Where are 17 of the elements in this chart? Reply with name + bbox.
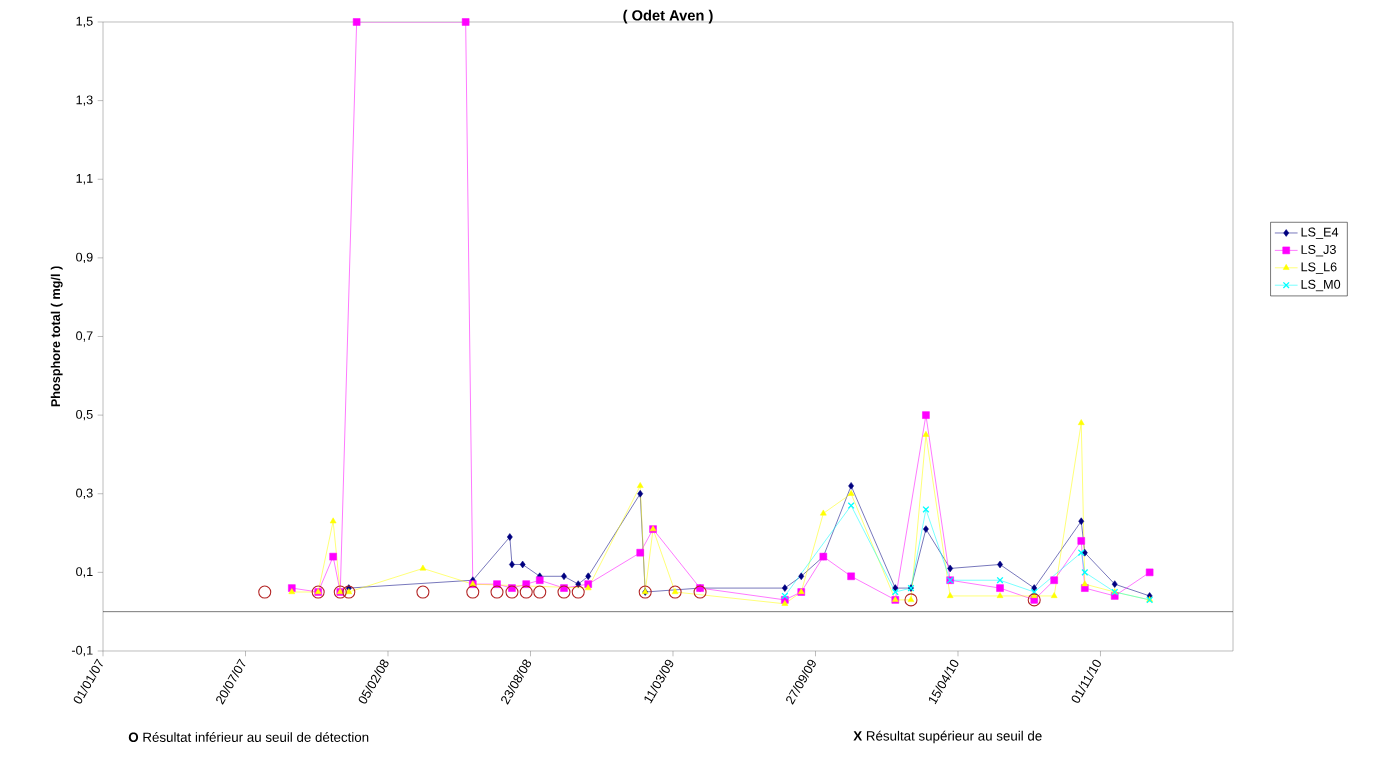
chart-title: ( Odet Aven ) — [623, 9, 713, 24]
y-tick-label: 1,5 — [76, 16, 93, 28]
text: X Résultat supérieur au seuil de — [853, 730, 1042, 744]
legend-label: LS_L6 — [1301, 262, 1337, 274]
y-tick-label: 0,7 — [76, 331, 93, 342]
legend-label: LS_J3 — [1301, 245, 1336, 257]
y-tick-label: 0,1 — [76, 567, 93, 578]
legend-label: LS_E4 — [1301, 227, 1339, 239]
y-tick-label: 1,1 — [76, 174, 93, 185]
y-tick-label: 0,5 — [76, 409, 93, 421]
text: O Résultat inférieur au seuil de détection — [128, 732, 369, 742]
y-axis-title: Phosphore total ( mg/l ) — [50, 266, 63, 407]
y-tick-label: 1,3 — [76, 95, 93, 106]
y-tick-label: 0,9 — [76, 252, 93, 264]
legend-label: LS_M0 — [1301, 279, 1341, 292]
y-tick-label: 0,3 — [76, 488, 93, 499]
y-tick-label: -0,1 — [71, 645, 93, 657]
